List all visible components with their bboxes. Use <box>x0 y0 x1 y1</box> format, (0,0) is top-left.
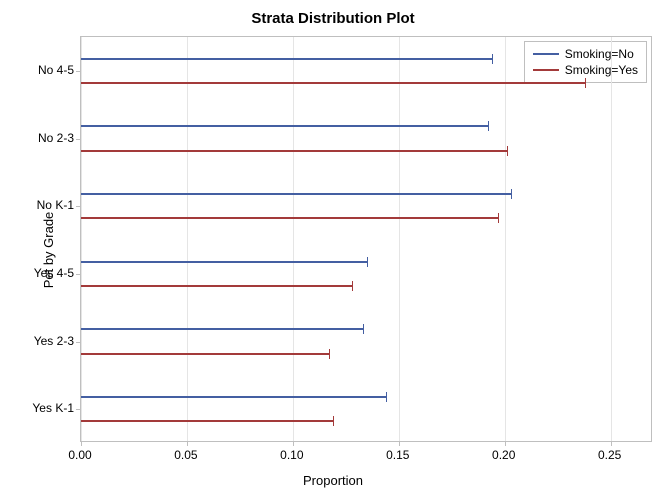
x-tick-label: 0.05 <box>174 448 197 462</box>
bar <box>81 217 498 219</box>
bar <box>81 193 511 195</box>
legend-swatch <box>533 53 559 55</box>
bar-cap <box>352 281 353 291</box>
bar-cap <box>585 78 586 88</box>
x-tick-label: 0.10 <box>280 448 303 462</box>
gridline <box>187 37 188 441</box>
bar-cap <box>329 349 330 359</box>
bar-cap <box>492 54 493 64</box>
bar <box>81 261 367 263</box>
x-tick-label: 0.25 <box>598 448 621 462</box>
y-tick-label: No K-1 <box>37 198 74 212</box>
bar <box>81 353 329 355</box>
x-tick-label: 0.00 <box>68 448 91 462</box>
bar-cap <box>507 146 508 156</box>
chart-title: Strata Distribution Plot <box>0 10 666 27</box>
x-tick <box>293 441 294 446</box>
y-tick-label: Yes 4-5 <box>34 266 74 280</box>
legend-item: Smoking=No <box>533 46 638 62</box>
legend-label: Smoking=Yes <box>565 62 638 78</box>
bar-cap <box>511 189 512 199</box>
bar <box>81 420 333 422</box>
y-tick <box>76 71 81 72</box>
legend-label: Smoking=No <box>565 46 634 62</box>
legend-swatch <box>533 69 559 71</box>
y-tick-label: Yes 2-3 <box>34 334 74 348</box>
y-tick <box>76 206 81 207</box>
y-tick <box>76 274 81 275</box>
legend-item: Smoking=Yes <box>533 62 638 78</box>
y-tick <box>76 342 81 343</box>
x-tick-label: 0.20 <box>492 448 515 462</box>
bar-cap <box>367 257 368 267</box>
x-tick <box>505 441 506 446</box>
gridline <box>399 37 400 441</box>
bar-cap <box>333 416 334 426</box>
bar-cap <box>498 213 499 223</box>
bar <box>81 58 492 60</box>
gridline <box>293 37 294 441</box>
legend: Smoking=NoSmoking=Yes <box>524 41 647 83</box>
plot-area: Smoking=NoSmoking=Yes <box>80 36 652 442</box>
bar-cap <box>363 324 364 334</box>
y-tick <box>76 409 81 410</box>
bar <box>81 396 386 398</box>
y-tick-label: No 4-5 <box>38 63 74 77</box>
x-tick <box>81 441 82 446</box>
gridline <box>81 37 82 441</box>
bar <box>81 125 488 127</box>
x-tick <box>187 441 188 446</box>
x-tick-label: 0.15 <box>386 448 409 462</box>
strata-distribution-chart: Strata Distribution Plot Pet by Grade Sm… <box>0 0 666 500</box>
y-tick-label: No 2-3 <box>38 131 74 145</box>
x-tick <box>611 441 612 446</box>
x-axis-title: Proportion <box>0 473 666 488</box>
y-tick-label: Yes K-1 <box>32 401 74 415</box>
bar <box>81 82 585 84</box>
bar <box>81 150 507 152</box>
bar <box>81 328 363 330</box>
bar-cap <box>488 121 489 131</box>
bar-cap <box>386 392 387 402</box>
gridline <box>611 37 612 441</box>
y-tick <box>76 139 81 140</box>
bar <box>81 285 352 287</box>
x-tick <box>399 441 400 446</box>
gridline <box>505 37 506 441</box>
